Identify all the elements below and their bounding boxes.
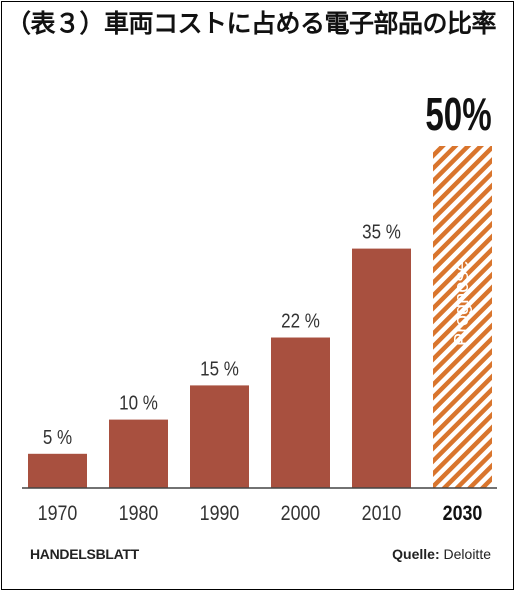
chart-title: （表３）車両コストに占める電子部品の比率	[6, 9, 497, 38]
value-label-1980: 10 %	[119, 391, 158, 414]
bar-1980	[109, 419, 168, 488]
bar-2010	[352, 248, 411, 488]
x-tick-label-1980: 1980	[119, 502, 159, 526]
value-label-1970: 5 %	[43, 425, 72, 448]
value-label-2030: 50%	[425, 90, 491, 140]
x-tick-label-2010: 2010	[362, 502, 402, 526]
publisher-logo: HANDELSBLATT	[30, 546, 139, 562]
source-value: Deloitte	[443, 546, 491, 562]
bar-1970	[28, 453, 87, 488]
value-label-2000: 22 %	[281, 309, 320, 332]
value-label-1990: 15 %	[200, 357, 239, 380]
value-label-2010: 35 %	[362, 220, 401, 243]
bar-forecast-2030	[433, 146, 492, 488]
x-tick-label-1990: 1990	[200, 502, 240, 526]
x-tick-label-2000: 2000	[281, 502, 321, 526]
bar-1990	[190, 385, 249, 488]
source-credit: Quelle: Deloitte	[392, 546, 491, 562]
x-tick-label-1970: 1970	[38, 502, 78, 526]
forecast-label: Prognose	[451, 261, 473, 347]
source-label: Quelle:	[392, 546, 440, 562]
x-tick-label-2030: 2030	[443, 502, 483, 526]
bar-2000	[271, 337, 330, 488]
